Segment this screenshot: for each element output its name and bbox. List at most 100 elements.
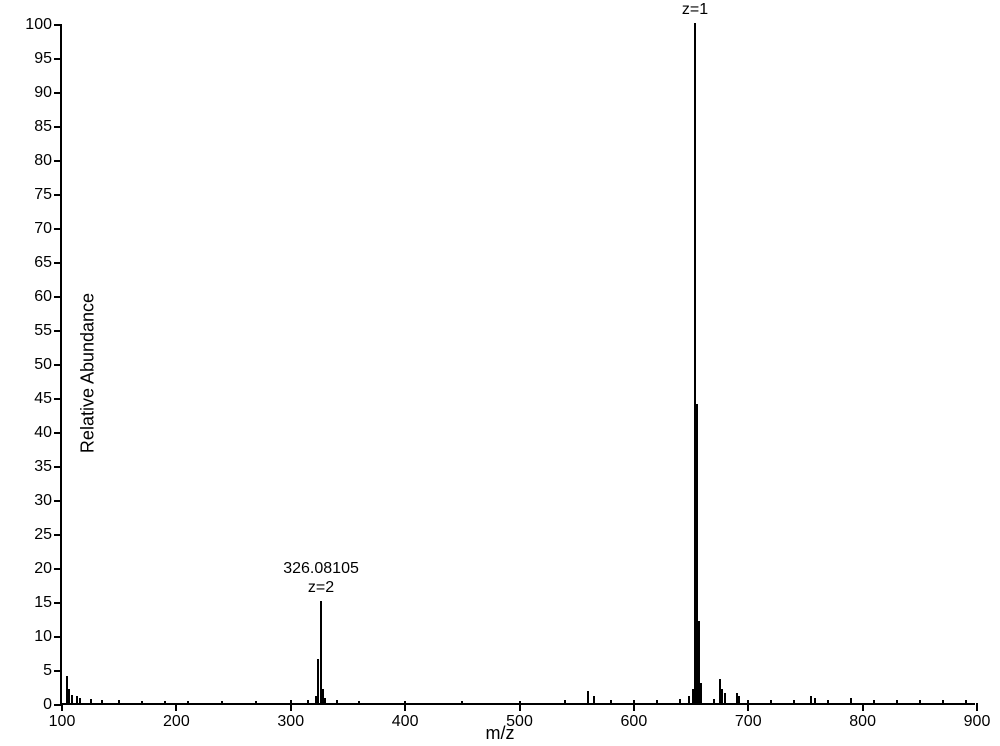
noise-peak (610, 700, 612, 703)
noise-peak (896, 700, 898, 703)
noise-peak (68, 689, 70, 703)
y-tick (54, 126, 62, 128)
noise-peak (187, 701, 189, 703)
noise-peak (587, 691, 589, 703)
y-tick (54, 636, 62, 638)
noise-peak (873, 700, 875, 703)
noise-peak (942, 700, 944, 703)
y-tick (54, 432, 62, 434)
noise-peak (793, 700, 795, 703)
x-axis-label: m/z (486, 723, 515, 744)
noise-peak (76, 696, 78, 703)
noise-peak (317, 659, 319, 703)
y-tick-label: 0 (43, 696, 52, 714)
noise-peak (290, 700, 292, 703)
y-tick (54, 364, 62, 366)
y-tick (54, 58, 62, 60)
y-tick-label: 80 (34, 152, 52, 170)
x-tick (976, 703, 978, 711)
x-tick-label: 300 (277, 713, 304, 731)
noise-peak (101, 700, 103, 703)
y-tick-label: 30 (34, 492, 52, 510)
y-tick (54, 194, 62, 196)
y-tick (54, 500, 62, 502)
y-tick-label: 75 (34, 186, 52, 204)
y-tick-label: 5 (43, 662, 52, 680)
y-tick-label: 50 (34, 356, 52, 374)
x-tick (290, 703, 292, 711)
y-tick (54, 330, 62, 332)
noise-peak (404, 701, 406, 703)
noise-peak (919, 700, 921, 703)
noise-peak (593, 696, 595, 703)
y-tick-label: 100 (25, 16, 52, 34)
y-tick (54, 398, 62, 400)
x-tick (61, 703, 63, 711)
labeled-peak (320, 601, 322, 703)
plot-area: 0510152025303540455055606570758085909510… (60, 25, 975, 705)
x-tick-label: 200 (163, 713, 190, 731)
noise-peak (118, 700, 120, 703)
y-tick-label: 25 (34, 526, 52, 544)
y-tick-label: 15 (34, 594, 52, 612)
peak-label: 653.16980z=1 (657, 0, 733, 19)
noise-peak (71, 695, 73, 703)
noise-peak (688, 696, 690, 703)
noise-peak (850, 698, 852, 703)
y-tick (54, 466, 62, 468)
y-tick-label: 10 (34, 628, 52, 646)
noise-peak (747, 700, 749, 703)
y-tick (54, 262, 62, 264)
noise-peak (90, 699, 92, 703)
y-tick-label: 35 (34, 458, 52, 476)
noise-peak (965, 700, 967, 703)
x-tick (747, 703, 749, 711)
noise-peak (564, 700, 566, 703)
noise-peak (700, 683, 702, 703)
x-tick-label: 700 (735, 713, 762, 731)
y-tick (54, 670, 62, 672)
x-tick-label: 100 (49, 713, 76, 731)
y-tick-label: 70 (34, 220, 52, 238)
noise-peak (679, 699, 681, 703)
noise-peak (324, 698, 326, 703)
chart-container: Relative Abundance 051015202530354045505… (0, 0, 1000, 746)
x-tick-label: 800 (849, 713, 876, 731)
noise-peak (721, 689, 723, 703)
y-tick (54, 24, 62, 26)
noise-peak (713, 699, 715, 703)
noise-peak (461, 701, 463, 703)
x-tick (404, 703, 406, 711)
x-tick (633, 703, 635, 711)
y-tick-label: 45 (34, 390, 52, 408)
y-tick-label: 40 (34, 424, 52, 442)
noise-peak (814, 698, 816, 703)
y-tick (54, 568, 62, 570)
y-tick (54, 160, 62, 162)
y-tick-label: 65 (34, 254, 52, 272)
x-tick (519, 703, 521, 711)
x-tick-label: 400 (392, 713, 419, 731)
peak-charge-value: z=2 (283, 578, 359, 597)
noise-peak (738, 696, 740, 703)
noise-peak (164, 701, 166, 703)
y-tick (54, 534, 62, 536)
noise-peak (79, 698, 81, 703)
labeled-peak (694, 23, 696, 703)
x-tick-label: 900 (964, 713, 991, 731)
y-tick-label: 85 (34, 118, 52, 136)
peak-label: 326.08105z=2 (283, 559, 359, 597)
noise-peak (336, 700, 338, 703)
noise-peak (724, 693, 726, 703)
noise-peak (810, 696, 812, 703)
noise-peak (141, 701, 143, 703)
noise-peak (770, 700, 772, 703)
y-tick-label: 20 (34, 560, 52, 578)
noise-peak (307, 700, 309, 703)
x-tick-label: 600 (621, 713, 648, 731)
peak-charge-value: z=1 (657, 0, 733, 19)
noise-peak (827, 700, 829, 703)
noise-peak (519, 701, 521, 703)
noise-peak (221, 701, 223, 703)
y-tick-label: 90 (34, 84, 52, 102)
